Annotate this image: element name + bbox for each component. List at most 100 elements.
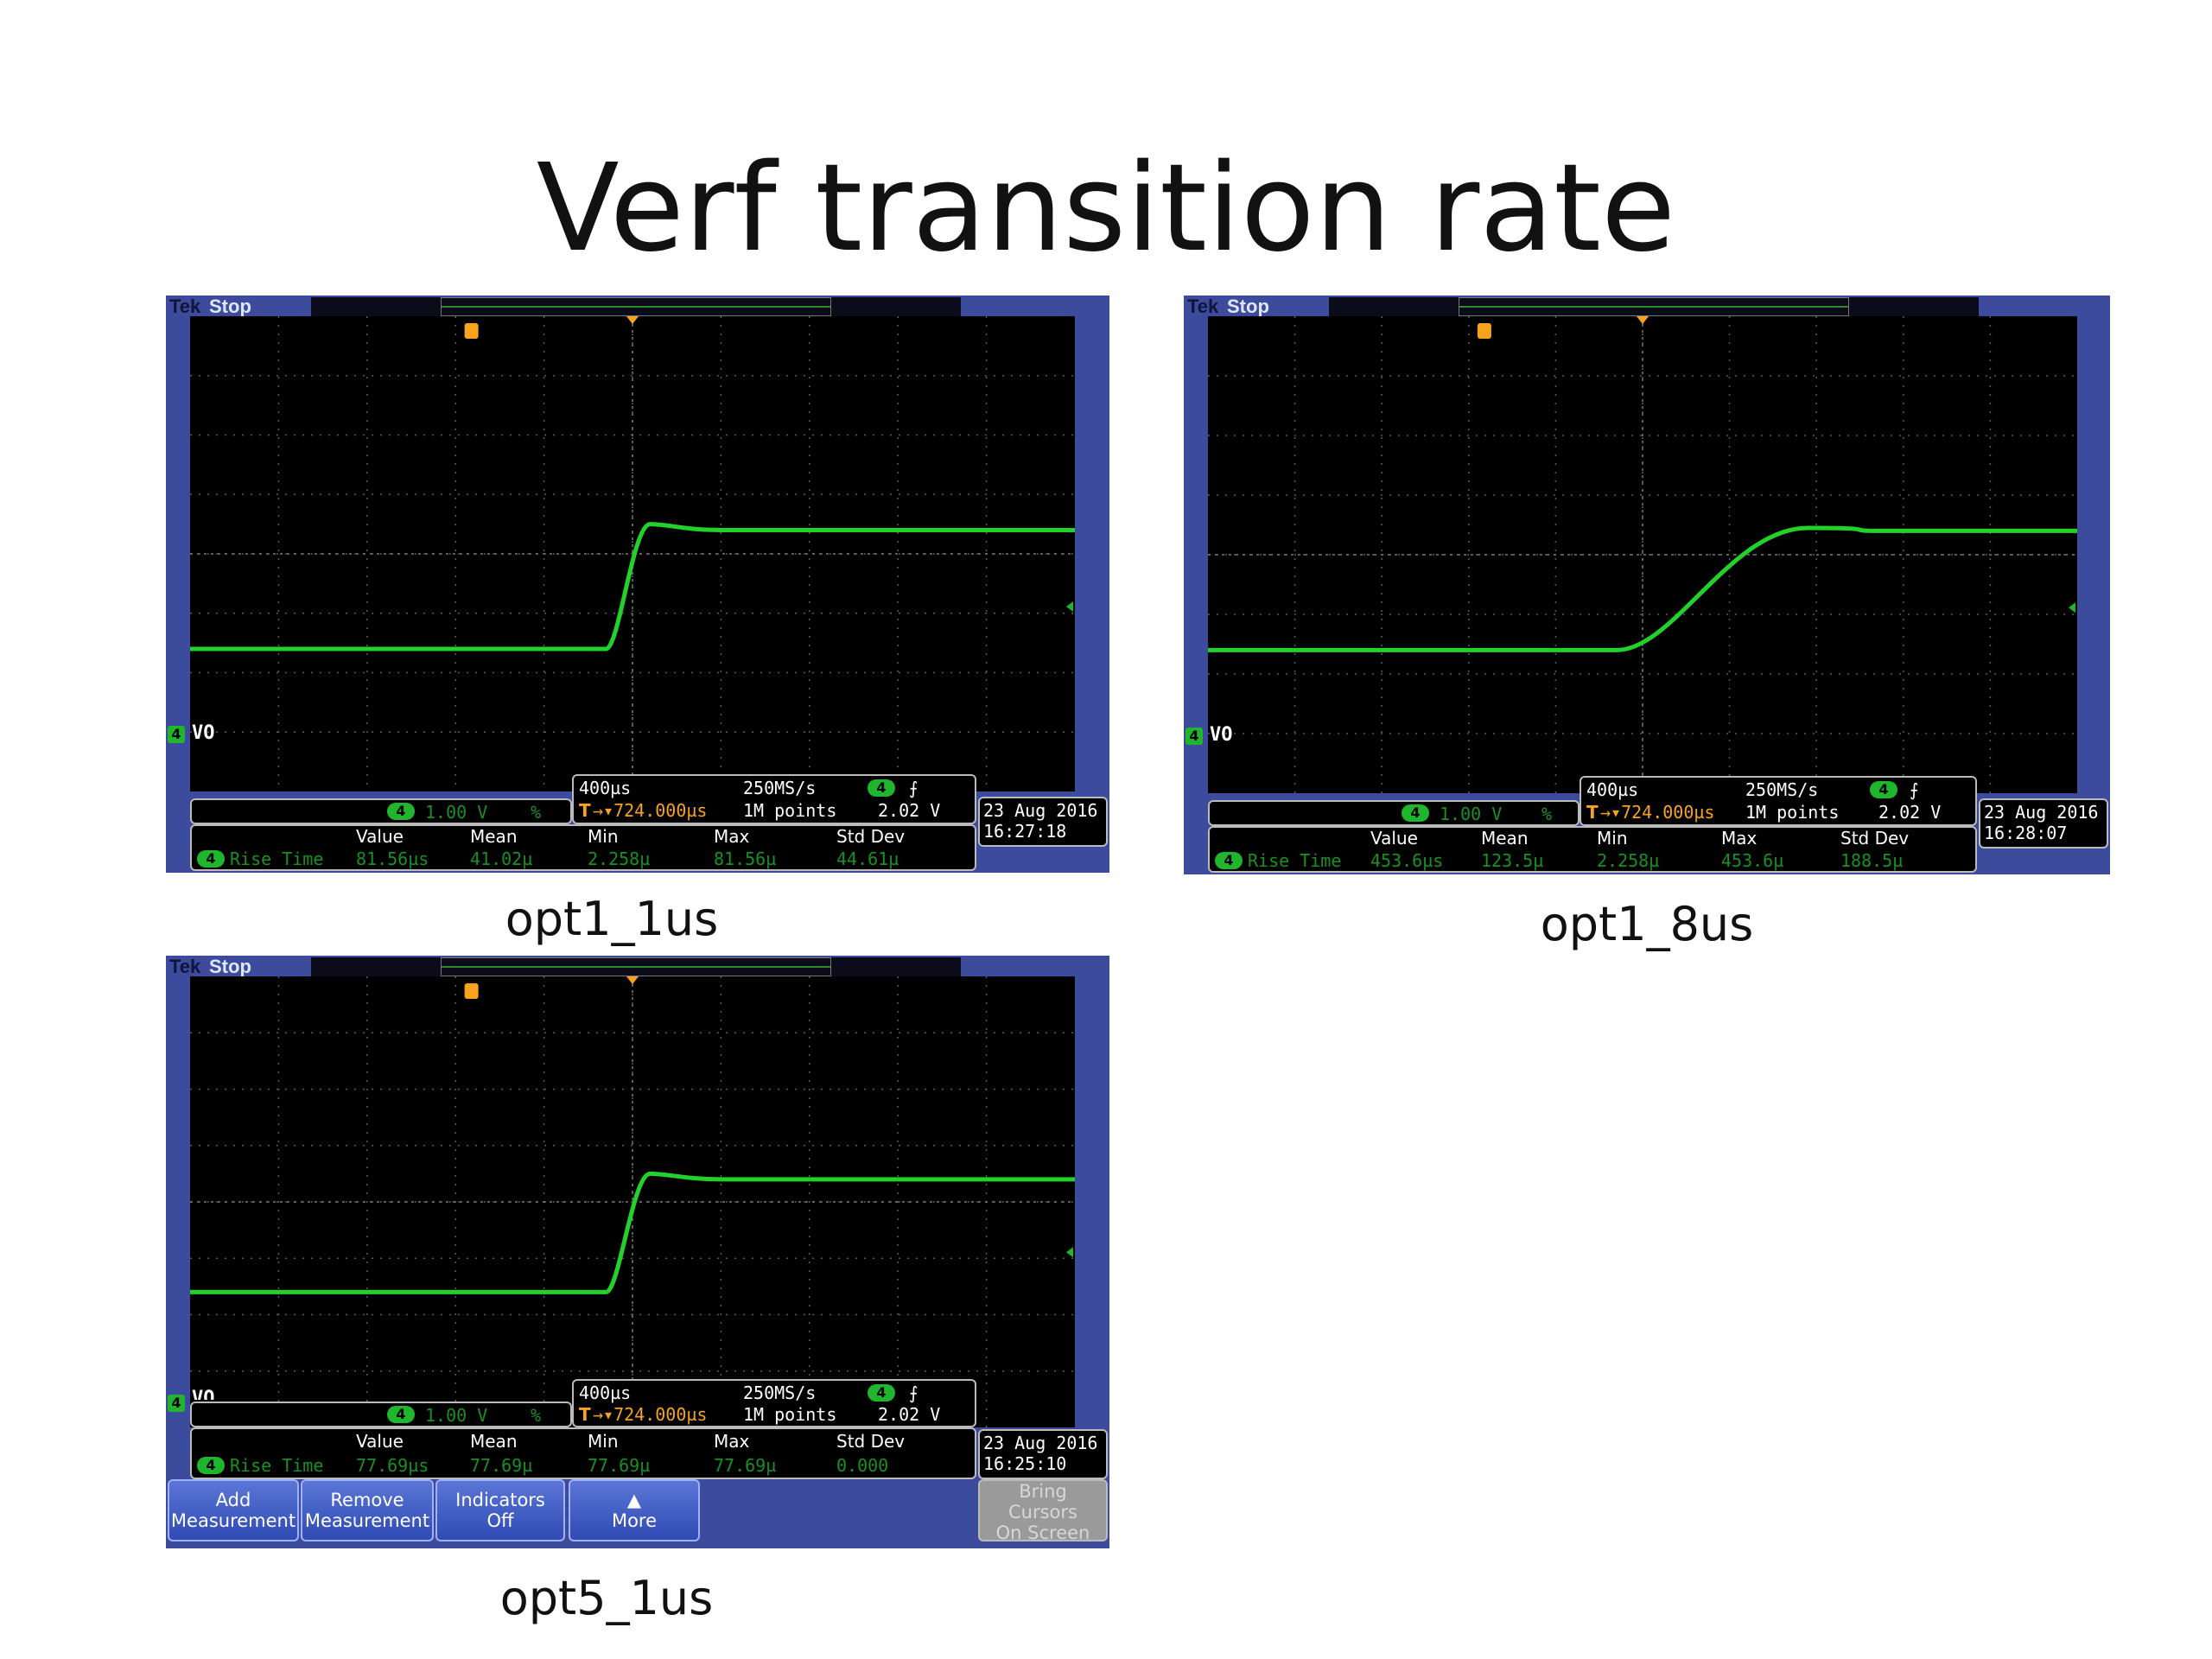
sample-rate: 250MS/s (743, 778, 817, 798)
meas-header-std-dev: Std Dev (1840, 828, 1910, 849)
slide-title: Verf transition rate (536, 138, 1676, 279)
waveform-svg (190, 976, 1075, 1427)
caption-opt1-8us: opt1_8us (1540, 897, 1754, 951)
trigger-level: 2.02 V (878, 1404, 941, 1425)
waveform-trace (190, 522, 1075, 652)
horizontal-readout: 400µs 250MS/s 4 ⨍ T →▾724.000µs 1M point… (572, 1379, 976, 1427)
meas-max: 77.69µ (714, 1455, 777, 1476)
scope-screenshot-opt1-1us: Tek Stop 4 VO 4 1.00 V % 400µs 250MS/s 4… (166, 296, 1109, 873)
trigger-source-badge: 4 (1870, 781, 1897, 798)
waveform-trace (190, 1171, 1075, 1294)
waveform-graticule (190, 316, 1075, 791)
remove-measurement-line2: Measurement (304, 1510, 430, 1531)
horizontal-readout: 400µs 250MS/s 4 ⨍ T →▾724.000µs 1M point… (1580, 776, 1977, 826)
add-measurement-button[interactable]: Add Measurement (168, 1479, 299, 1541)
timebase: 400µs (579, 778, 632, 798)
meas-channel-badge: 4 (197, 850, 225, 868)
waveform-svg (1208, 316, 2077, 793)
chevron-up-icon: ▲ (626, 1490, 642, 1510)
add-measurement-line2: Measurement (170, 1510, 296, 1531)
time: 16:28:07 (1984, 823, 2068, 843)
channel-label: VO (192, 722, 215, 744)
trigger-slope-icon: ⨍ (909, 1382, 918, 1403)
scope-top-bar: Tek Stop (166, 956, 1109, 980)
sample-rate: 250MS/s (1745, 779, 1819, 800)
meas-std-dev: 0.000 (836, 1455, 889, 1476)
date: 23 Aug 2016 (1984, 802, 2099, 823)
meas-mean: 77.69µ (470, 1455, 533, 1476)
indicators-button[interactable]: Indicators Off (435, 1479, 565, 1541)
meas-name: Rise Time (1248, 850, 1342, 871)
meas-header-value: Value (1370, 828, 1418, 849)
channel-label: VO (1210, 724, 1233, 746)
trigger-position-icon: T (1586, 802, 1599, 823)
record-view-bar (441, 957, 831, 976)
time: 16:25:10 (983, 1453, 1067, 1474)
meas-std-dev: 44.61µ (836, 849, 899, 869)
record-view-left (311, 957, 441, 976)
meas-mean: 123.5µ (1481, 850, 1544, 871)
meas-max: 453.6µ (1721, 850, 1784, 871)
trigger-position: →▾724.000µs (593, 1404, 708, 1425)
trigger-position-icon: T (579, 1404, 591, 1425)
trigger-position: →▾724.000µs (593, 800, 708, 821)
meas-max: 81.56µ (714, 849, 777, 869)
trigger-source-badge: 4 (868, 1384, 895, 1402)
record-view-left (311, 297, 441, 316)
meas-header-mean: Mean (470, 1431, 518, 1452)
date-time-readout: 23 Aug 2016 16:27:18 (978, 797, 1108, 847)
trigger-t-icon (1477, 323, 1491, 339)
trigger-level: 2.02 V (878, 800, 941, 821)
trigger-arrow (626, 316, 639, 324)
meas-header-value: Value (356, 826, 404, 847)
date: 23 Aug 2016 (983, 800, 1098, 821)
horizontal-readout: 400µs 250MS/s 4 ⨍ T →▾724.000µs 1M point… (572, 774, 976, 824)
meas-std-dev: 188.5µ (1840, 850, 1904, 871)
timebase: 400µs (579, 1382, 632, 1403)
meas-value: 77.69µs (356, 1455, 429, 1476)
channel-label: VO (192, 1388, 215, 1400)
record-length: 1M points (743, 800, 837, 821)
acquisition-state: Stop (1227, 296, 1269, 317)
measurement-table: Value Mean Min Max Std Dev 4 Rise Time 7… (190, 1427, 976, 1479)
channel-4-badge: 4 (387, 1406, 415, 1423)
bring-cursors-line2: Cursors (1008, 1502, 1077, 1522)
record-view-left (1329, 297, 1459, 316)
meas-min: 2.258µ (1597, 850, 1660, 871)
channel-readout: 4 1.00 V % (1208, 800, 1580, 826)
remove-measurement-button[interactable]: Remove Measurement (301, 1479, 434, 1541)
trigger-slope-icon: ⨍ (1910, 779, 1919, 800)
waveform-svg (190, 316, 1075, 791)
trigger-level-marker (2069, 602, 2075, 613)
meas-channel-badge: 4 (197, 1457, 225, 1474)
trigger-level-marker (1066, 1247, 1073, 1258)
brand-label: Tek (169, 296, 201, 317)
bring-cursors-on-screen-button[interactable]: Bring Cursors On Screen (978, 1479, 1108, 1543)
meas-name: Rise Time (230, 1455, 324, 1476)
meas-header-min: Min (588, 826, 619, 847)
more-button[interactable]: ▲ More (569, 1479, 700, 1541)
meas-value: 81.56µs (356, 849, 429, 869)
meas-header-max: Max (1721, 828, 1758, 849)
bandwidth-limit: % (531, 802, 542, 823)
date-time-readout: 23 Aug 2016 16:25:10 (978, 1429, 1108, 1479)
channel-marker: 4 (168, 726, 185, 743)
date-time-readout: 23 Aug 2016 16:28:07 (1979, 798, 2108, 849)
bandwidth-limit: % (531, 1405, 542, 1426)
channel-scale: 1.00 V (425, 1405, 488, 1426)
measurement-table: Value Mean Min Max Std Dev 4 Rise Time 4… (1208, 826, 1977, 873)
channel-marker: 4 (1185, 728, 1203, 745)
record-view-right (831, 297, 961, 316)
channel-4-badge: 4 (1402, 804, 1429, 822)
sample-rate: 250MS/s (743, 1382, 817, 1403)
meas-min: 2.258µ (588, 849, 651, 869)
meas-header-value: Value (356, 1431, 404, 1452)
channel-scale: 1.00 V (1440, 804, 1503, 824)
time: 16:27:18 (983, 821, 1067, 842)
brand-label: Tek (169, 956, 201, 977)
acquisition-state: Stop (209, 296, 251, 317)
timebase: 400µs (1586, 779, 1639, 800)
remove-measurement-line1: Remove (330, 1490, 404, 1510)
channel-marker: 4 (168, 1395, 185, 1412)
waveform-graticule (1208, 316, 2077, 793)
